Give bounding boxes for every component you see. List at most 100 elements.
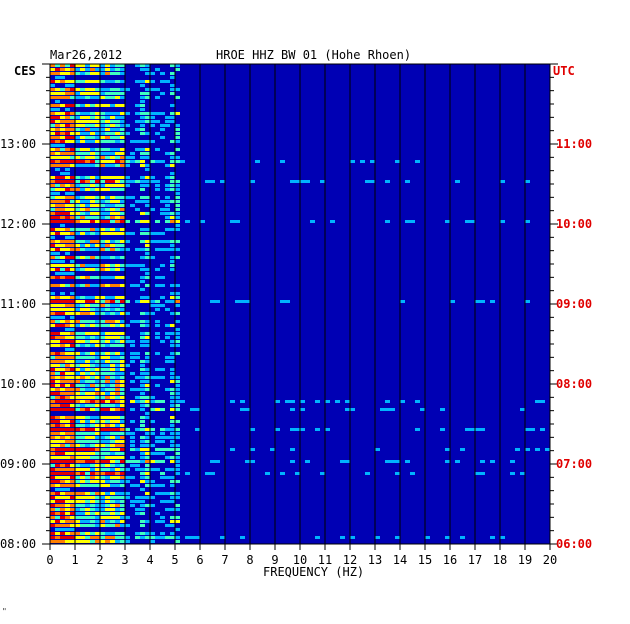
spectrogram-cell (130, 436, 135, 439)
spectrogram-cell (80, 256, 85, 259)
spectrogram-cell (125, 324, 130, 327)
spectrogram-cell (80, 248, 85, 251)
spectrogram-cell (510, 460, 515, 463)
spectrogram-cell (170, 368, 175, 371)
spectrogram-cell (115, 364, 120, 367)
spectrogram-cell (175, 452, 180, 455)
spectrogram-cell (165, 196, 170, 199)
spectrogram-cell (70, 332, 75, 335)
spectrogram-cell (165, 356, 170, 359)
spectrogram-cell (55, 276, 60, 279)
spectrogram-cell (120, 124, 125, 127)
spectrogram-cell (155, 336, 160, 339)
spectrogram-cell (65, 72, 70, 75)
spectrogram-cell (175, 64, 180, 67)
spectrogram-cell (120, 220, 125, 223)
spectrogram-cell (60, 116, 65, 119)
spectrogram-cell (90, 220, 95, 223)
spectrogram-cell (80, 352, 85, 355)
spectrogram-cell (85, 388, 90, 391)
spectrogram-cell (85, 404, 90, 407)
spectrogram-cell (140, 96, 145, 99)
spectrogram-cell (50, 72, 55, 75)
x-tick-label: 1 (71, 553, 78, 567)
spectrogram-cell (175, 332, 180, 335)
spectrogram-cell (60, 96, 65, 99)
spectrogram-cell (70, 256, 75, 259)
spectrogram-cell (90, 508, 95, 511)
spectrogram-cell (145, 436, 150, 439)
spectrogram-cell (110, 540, 115, 543)
spectrogram-cell (95, 452, 100, 455)
spectrogram-cell (95, 196, 100, 199)
spectrogram-cell (145, 480, 150, 483)
spectrogram-cell (80, 244, 85, 247)
spectrogram-cell (95, 64, 100, 67)
spectrogram-cell (135, 460, 140, 463)
spectrogram-cell (110, 312, 115, 315)
spectrogram-cell (60, 140, 65, 143)
spectrogram-cell (65, 64, 70, 67)
spectrogram-cell (85, 232, 90, 235)
spectrogram-cell (95, 532, 100, 535)
spectrogram-cell (175, 384, 180, 387)
spectrogram-cell (80, 88, 85, 91)
spectrogram-cell (295, 180, 300, 183)
spectrogram-cell (60, 312, 65, 315)
x-tick-label: 10 (293, 553, 307, 567)
spectrogram-cell (345, 460, 350, 463)
spectrogram-cell (540, 428, 545, 431)
spectrogram-cell (130, 360, 135, 363)
spectrogram-cell (170, 220, 175, 223)
x-tick-label: 17 (468, 553, 482, 567)
spectrogram-cell (155, 400, 160, 403)
spectrogram-cell (120, 492, 125, 495)
spectrogram-cell (115, 68, 120, 71)
spectrogram-cell (145, 376, 150, 379)
spectrogram-cell (385, 408, 390, 411)
spectrogram-cell (125, 432, 130, 435)
spectrogram-cell (140, 324, 145, 327)
spectrogram-cell (50, 132, 55, 135)
spectrogram-cell (110, 304, 115, 307)
spectrogram-cell (250, 460, 255, 463)
spectrogram-cell (490, 460, 495, 463)
spectrogram-cell (55, 508, 60, 511)
spectrogram-cell (60, 240, 65, 243)
spectrogram-cell (165, 448, 170, 451)
spectrogram-cell (425, 536, 430, 539)
spectrogram-cell (100, 152, 105, 155)
spectrogram-cell (75, 120, 80, 123)
spectrogram-cell (170, 492, 175, 495)
spectrogram-cell (85, 120, 90, 123)
spectrogram-cell (150, 232, 155, 235)
spectrogram-cell (165, 220, 170, 223)
spectrogram-cell (65, 124, 70, 127)
spectrogram-cell (145, 476, 150, 479)
spectrogram-cell (105, 428, 110, 431)
spectrogram-cell (455, 460, 460, 463)
spectrogram-cell (65, 80, 70, 83)
spectrogram-cell (340, 536, 345, 539)
spectrogram-cell (95, 344, 100, 347)
spectrogram-cell (125, 428, 130, 431)
spectrogram-cell (400, 400, 405, 403)
spectrogram-cell (55, 504, 60, 507)
spectrogram-cell (90, 180, 95, 183)
spectrogram-cell (160, 296, 165, 299)
spectrogram-cell (145, 132, 150, 135)
spectrogram-cell (300, 180, 305, 183)
spectrogram-cell (70, 152, 75, 155)
spectrogram-cell (65, 524, 70, 527)
spectrogram-cell (165, 152, 170, 155)
spectrogram-cell (325, 400, 330, 403)
spectrogram-cell (100, 200, 105, 203)
spectrogram-cell (490, 300, 495, 303)
spectrogram-cell (55, 468, 60, 471)
spectrogram-cell (70, 92, 75, 95)
spectrogram-cell (175, 88, 180, 91)
spectrogram-cell (125, 220, 130, 223)
spectrogram-cell (110, 448, 115, 451)
spectrogram-cell (175, 128, 180, 131)
spectrogram-cell (55, 96, 60, 99)
